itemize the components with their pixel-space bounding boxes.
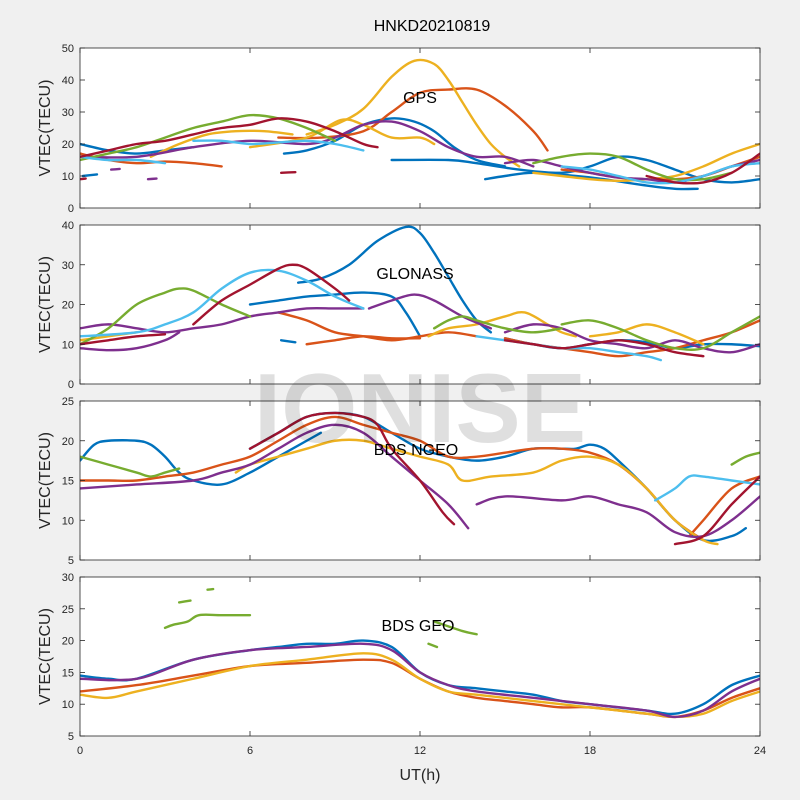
series-line-21 xyxy=(80,333,167,346)
series-line-18 xyxy=(532,152,733,182)
series-line-3 xyxy=(80,415,705,542)
series-line-13 xyxy=(80,120,535,168)
series-line-1 xyxy=(80,142,195,155)
series-line-20 xyxy=(560,162,760,185)
series-line-5 xyxy=(234,438,719,546)
panel-annotation: BDS GEO xyxy=(382,618,455,635)
y-tick-label: 30 xyxy=(62,107,74,119)
y-axis-label: VTEC(TECU) xyxy=(37,80,54,177)
series-line-1 xyxy=(296,225,493,334)
x-tick-label: 24 xyxy=(754,745,766,757)
y-tick-label: 20 xyxy=(62,636,74,648)
series-line-5 xyxy=(483,171,699,191)
series-line-5 xyxy=(163,613,252,630)
series-line-4 xyxy=(687,475,760,538)
series-line-9 xyxy=(588,323,705,346)
series-group xyxy=(80,225,760,362)
x-tick-label: 12 xyxy=(414,745,426,757)
series-group xyxy=(80,411,760,546)
series-line-19 xyxy=(192,139,365,152)
series-line-12 xyxy=(673,475,760,546)
series-line-8 xyxy=(80,455,181,478)
series-line-17 xyxy=(560,315,760,351)
series-line-22 xyxy=(503,339,705,358)
y-axis-label: VTEC(TECU) xyxy=(37,256,54,353)
y-tick-label: 20 xyxy=(62,436,74,448)
y-tick-label: 10 xyxy=(62,171,74,183)
series-line-6 xyxy=(177,599,192,604)
y-tick-label: 5 xyxy=(68,555,74,567)
y-tick-label: 10 xyxy=(62,515,74,527)
series-line-9 xyxy=(427,642,439,649)
series-group xyxy=(80,587,760,719)
y-tick-label: 0 xyxy=(68,379,74,391)
y-tick-label: 30 xyxy=(62,572,74,584)
y-tick-label: 25 xyxy=(62,396,74,408)
series-group xyxy=(80,58,760,191)
series-line-11 xyxy=(248,411,456,526)
series-line-5 xyxy=(277,311,478,342)
series-line-24 xyxy=(279,170,297,174)
series-line-8 xyxy=(432,620,478,636)
x-axis-label: UT(h) xyxy=(400,767,441,784)
y-tick-label: 20 xyxy=(62,300,74,312)
series-line-14 xyxy=(503,323,760,354)
series-line-7 xyxy=(475,495,760,539)
y-axis-label: VTEC(TECU) xyxy=(37,608,54,705)
y-tick-label: 50 xyxy=(62,43,74,55)
panel-annotation: BDS NGEO xyxy=(374,442,458,459)
series-line-17 xyxy=(80,113,337,162)
y-tick-label: 10 xyxy=(62,699,74,711)
series-line-10 xyxy=(653,474,760,502)
series-line-6 xyxy=(305,335,422,346)
series-line-21 xyxy=(80,155,167,165)
series-line-16 xyxy=(432,315,563,334)
series-line-7 xyxy=(206,587,215,591)
panel-annotation: GPS xyxy=(403,90,437,107)
y-tick-label: 40 xyxy=(62,75,74,87)
y-tick-label: 15 xyxy=(62,667,74,679)
series-line-9 xyxy=(149,129,294,158)
watermark-text: IONISE xyxy=(254,353,586,463)
series-line-12 xyxy=(80,331,181,352)
series-line-25 xyxy=(645,152,760,185)
series-line-23 xyxy=(80,177,87,181)
panel-2: 0 10 20 30 40 VTEC(TECU) GLONASS xyxy=(37,220,761,391)
y-tick-label: 30 xyxy=(62,260,74,272)
series-line-2 xyxy=(248,291,422,338)
y-tick-label: 15 xyxy=(62,476,74,488)
y-tick-label: 25 xyxy=(62,604,74,616)
series-line-20 xyxy=(192,263,351,326)
y-tick-label: 20 xyxy=(62,139,74,151)
y-tick-label: 0 xyxy=(68,203,74,215)
series-line-11 xyxy=(80,306,365,334)
chart-title: HNKD20210819 xyxy=(374,18,491,35)
series-line-10 xyxy=(305,58,521,168)
x-tick-label: 18 xyxy=(584,745,596,757)
series-line-16 xyxy=(146,177,158,181)
series-line-22 xyxy=(80,117,379,158)
x-tick-label: 0 xyxy=(77,745,83,757)
y-tick-label: 10 xyxy=(62,339,74,351)
series-line-8 xyxy=(427,310,578,338)
y-axis-label: VTEC(TECU) xyxy=(37,432,54,529)
panel-annotation: GLONASS xyxy=(376,266,453,283)
x-tick-label: 6 xyxy=(247,745,253,757)
series-line-18 xyxy=(80,268,365,338)
series-line-9 xyxy=(730,451,760,466)
series-line-4 xyxy=(80,642,760,719)
panel-1: 0 10 20 30 40 50 VTEC(TECU) GPS xyxy=(37,43,761,215)
series-line-3 xyxy=(279,339,297,344)
y-tick-label: 5 xyxy=(68,731,74,743)
panel-4: 5 10 15 20 25 30 0 6 12 18 24 VTEC(TECU) BDS GEO xyxy=(37,572,766,757)
series-line-15 xyxy=(109,167,121,171)
y-tick-label: 40 xyxy=(62,220,74,232)
panel-3: 5 10 15 20 25 VTEC(TECU) BDS NGEO xyxy=(37,396,761,567)
plot-area xyxy=(80,225,760,384)
